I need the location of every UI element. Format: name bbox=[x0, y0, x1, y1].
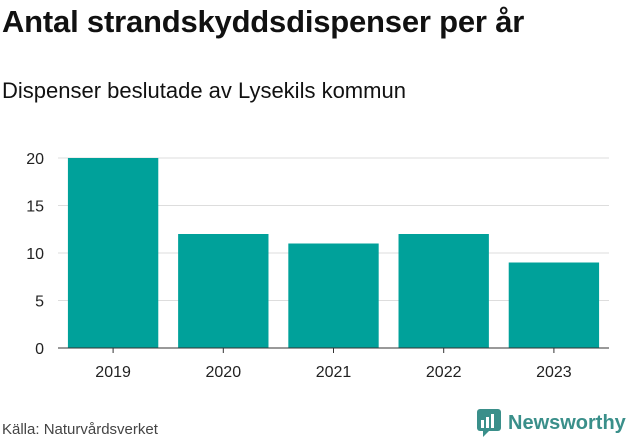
chart-title: Antal strandskyddsdispenser per år bbox=[2, 4, 525, 39]
x-tick-label: 2022 bbox=[426, 364, 462, 381]
x-tick-label: 2020 bbox=[206, 364, 242, 381]
bar-2021 bbox=[288, 243, 379, 348]
bar-chart: 0 5 10 15 20 2019 2020 2021 2022 2023 bbox=[26, 151, 609, 381]
chart-subtitle: Dispenser beslutade av Lysekils kommun bbox=[2, 78, 406, 103]
y-tick-label: 15 bbox=[26, 199, 44, 216]
bar-2020 bbox=[178, 234, 269, 348]
bar-2022 bbox=[398, 234, 489, 348]
x-tick-label: 2019 bbox=[95, 364, 131, 381]
source-note: Källa: Naturvårdsverket bbox=[2, 421, 158, 438]
y-tick-label: 5 bbox=[35, 294, 44, 311]
bar-2023 bbox=[508, 262, 600, 348]
bar-2019 bbox=[67, 158, 159, 348]
y-tick-label: 10 bbox=[26, 246, 44, 263]
brand-logo[interactable]: Newsworthy bbox=[476, 408, 626, 438]
x-tick-label: 2021 bbox=[316, 364, 352, 381]
newsworthy-logo-icon bbox=[477, 409, 501, 437]
y-tick-label: 0 bbox=[35, 341, 44, 358]
y-tick-label: 20 bbox=[26, 151, 44, 168]
brand-name: Newsworthy bbox=[508, 411, 626, 434]
x-tick-label: 2023 bbox=[536, 364, 572, 381]
